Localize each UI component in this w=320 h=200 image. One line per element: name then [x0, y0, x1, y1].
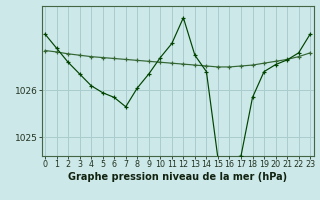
X-axis label: Graphe pression niveau de la mer (hPa): Graphe pression niveau de la mer (hPa) [68, 172, 287, 182]
